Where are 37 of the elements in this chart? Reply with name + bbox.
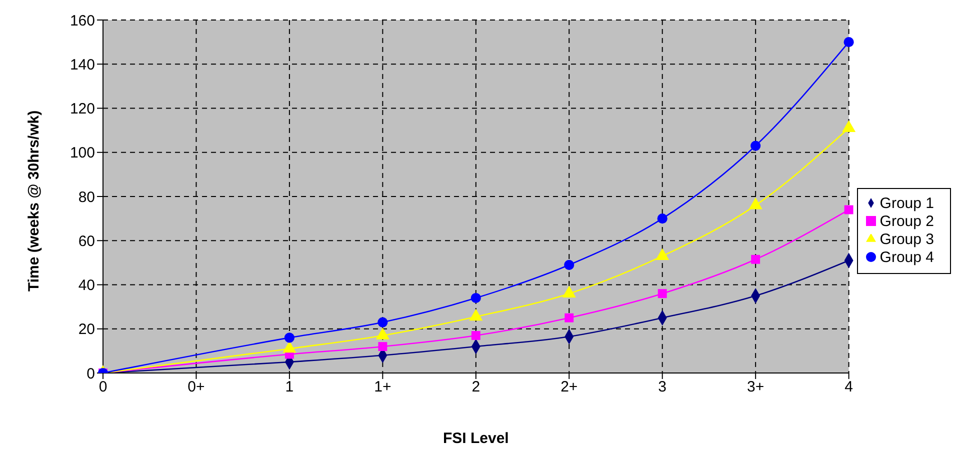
x-tick-label: 0+ [188, 378, 206, 396]
point [378, 317, 388, 328]
x-tick-label: 2 [472, 378, 480, 396]
point [378, 342, 388, 351]
legend-label: Group 1 [880, 194, 934, 212]
point [844, 37, 854, 48]
x-tick-label: 3+ [747, 378, 764, 396]
x-tick-label: 4 [844, 378, 853, 396]
point [471, 331, 480, 340]
y-tick-label: 160 [70, 12, 95, 30]
y-tick-label: 140 [70, 56, 95, 74]
legend-label: Group 2 [880, 212, 934, 230]
y-tick-label: 80 [78, 188, 95, 206]
y-axis-title: Time (weeks @ 30hrs/wk) [25, 110, 42, 292]
y-tick-label: 20 [78, 321, 95, 338]
legend-label: Group 3 [880, 230, 934, 248]
y-tick-label: 40 [78, 277, 95, 294]
x-axis-title: FSI Level [442, 430, 509, 447]
legend-label: Group 4 [880, 248, 934, 266]
x-tick-label: 1 [285, 378, 294, 396]
point [844, 205, 854, 214]
x-tick-label: 3 [658, 378, 667, 396]
point [470, 292, 481, 304]
point [751, 254, 760, 264]
y-tick-label: 120 [70, 100, 95, 118]
y-tick-label: 0 [86, 365, 95, 382]
y-tick-label: 100 [70, 144, 95, 162]
point [750, 140, 761, 151]
point [658, 289, 667, 298]
y-tick-label: 60 [78, 232, 95, 250]
point [564, 260, 574, 270]
point [657, 214, 668, 224]
point [284, 332, 294, 343]
point [564, 313, 574, 322]
x-tick-label: 2+ [560, 378, 578, 396]
x-tick-label: 0 [98, 378, 108, 396]
x-tick-label: 1+ [374, 378, 392, 396]
